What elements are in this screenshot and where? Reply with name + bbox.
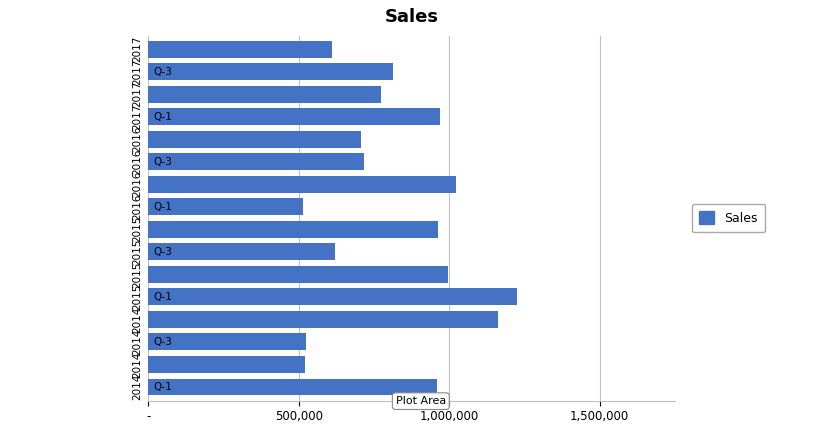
Text: Plot Area: Plot Area: [396, 396, 446, 406]
Text: Q-1: Q-1: [153, 292, 172, 302]
Text: Q-1: Q-1: [153, 202, 172, 212]
Text: Q-1: Q-1: [153, 112, 172, 121]
Text: Q-3: Q-3: [153, 337, 172, 347]
Bar: [148, 333, 305, 350]
Text: 2014: 2014: [133, 306, 142, 332]
Text: 2014: 2014: [133, 374, 142, 400]
Bar: [148, 153, 365, 170]
Text: 2015: 2015: [133, 261, 142, 287]
Text: 2016: 2016: [133, 171, 142, 198]
Text: Q-3: Q-3: [153, 67, 172, 77]
Text: 2015: 2015: [133, 239, 142, 265]
Text: 2014: 2014: [133, 351, 142, 378]
Text: 2017: 2017: [133, 81, 142, 107]
Bar: [148, 356, 305, 373]
Bar: [148, 288, 517, 305]
Bar: [148, 379, 437, 396]
Text: 2015: 2015: [133, 216, 142, 243]
Text: 2017: 2017: [133, 104, 142, 130]
Bar: [148, 108, 440, 125]
Text: 2016: 2016: [133, 126, 142, 152]
Text: 2017: 2017: [133, 58, 142, 85]
Text: 2014: 2014: [133, 329, 142, 355]
Bar: [148, 266, 448, 283]
Text: Q-1: Q-1: [153, 382, 172, 392]
Bar: [148, 311, 498, 328]
Bar: [148, 243, 335, 260]
Text: Q-3: Q-3: [153, 157, 172, 167]
Title: Sales: Sales: [384, 8, 439, 26]
Bar: [148, 221, 438, 238]
Bar: [148, 198, 303, 215]
Text: 2017: 2017: [133, 36, 142, 62]
Text: Q-3: Q-3: [153, 247, 172, 257]
Text: 2015: 2015: [133, 284, 142, 310]
Bar: [148, 63, 393, 80]
Text: 2016: 2016: [133, 149, 142, 175]
Bar: [148, 86, 381, 103]
Text: 2016: 2016: [133, 194, 142, 220]
Bar: [148, 40, 332, 57]
Bar: [148, 131, 360, 148]
Bar: [148, 176, 456, 193]
Legend: Sales: Sales: [691, 204, 765, 232]
